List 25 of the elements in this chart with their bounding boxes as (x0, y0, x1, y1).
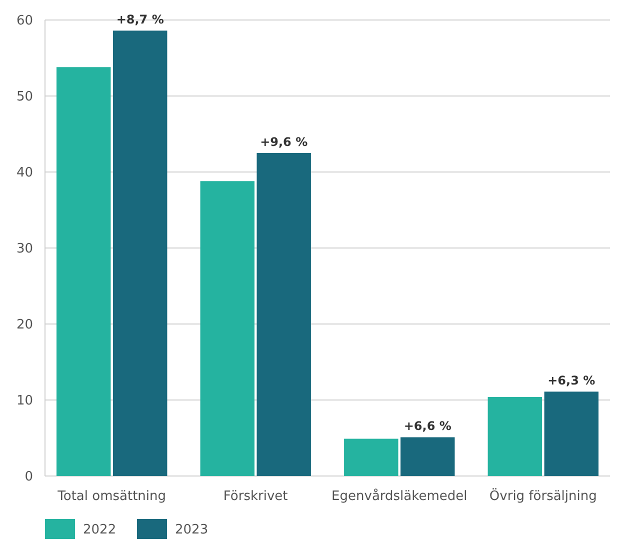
x-tick-label: Egenvårdsläkemedel (332, 488, 468, 504)
y-tick-label: 0 (24, 470, 33, 485)
x-tick-label: Förskrivet (223, 489, 288, 504)
y-tick-label: 50 (16, 90, 33, 105)
legend-label: 2023 (175, 522, 208, 538)
y-tick-label: 30 (16, 242, 33, 257)
annotation: +6,6 % (404, 419, 452, 434)
y-tick-label: 60 (16, 14, 33, 29)
bar (488, 396, 542, 476)
annotation: +8,7 % (116, 12, 164, 27)
y-tick-label: 10 (16, 394, 33, 409)
y-tick-label: 20 (16, 318, 33, 333)
bar (256, 153, 311, 476)
y-tick-label: 40 (16, 166, 33, 181)
bar (200, 181, 254, 476)
x-tick-label: Total omsättning (56, 489, 166, 504)
annotation: +6,3 % (548, 374, 596, 388)
bar (544, 392, 598, 476)
bar (56, 67, 111, 476)
bar (112, 30, 168, 476)
legend-label: 2022 (83, 522, 116, 538)
bar (400, 437, 455, 476)
bar (344, 438, 398, 476)
annotation: +9,6 % (260, 135, 308, 149)
x-tick-label: Övrig försäljning (489, 488, 597, 504)
